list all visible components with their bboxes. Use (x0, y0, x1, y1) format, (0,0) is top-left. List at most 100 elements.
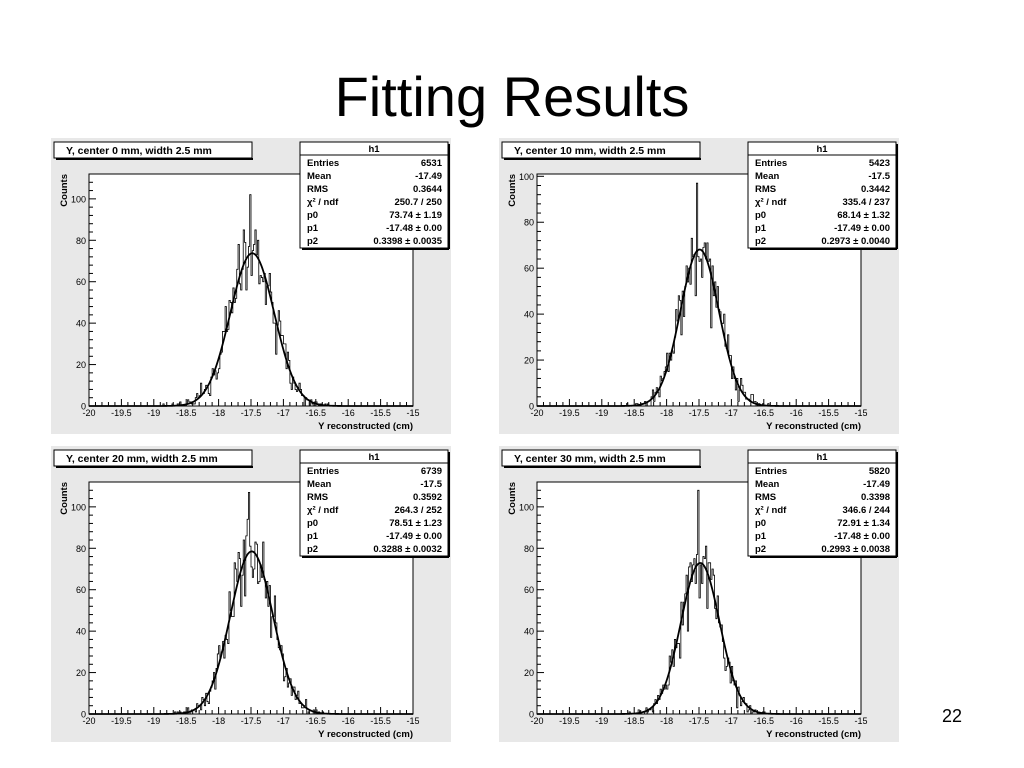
stats-label: χ² / ndf (755, 505, 787, 516)
x-tick-label: -18 (212, 408, 225, 418)
x-tick-label: -16.5 (306, 408, 327, 418)
stats-label: p2 (755, 544, 766, 555)
x-tick-label: -18 (660, 716, 673, 726)
stats-value: 264.3 / 252 (394, 505, 442, 516)
stats-value: -17.48 ± 0.00 (386, 223, 442, 234)
y-tick-label: 60 (524, 585, 534, 595)
stats-label: p0 (755, 210, 766, 221)
y-axis-label: Counts (59, 174, 70, 207)
stats-label: RMS (307, 184, 328, 195)
histogram-title: Y, center 20 mm, width 2.5 mm (66, 453, 218, 465)
gaussian-fit-curve (89, 252, 413, 407)
stats-value: 346.6 / 244 (842, 505, 890, 516)
stats-label: Entries (307, 466, 339, 477)
stats-value: -17.48 ± 0.00 (834, 531, 890, 542)
stats-title: h1 (816, 452, 828, 463)
x-tick-label: -16.5 (306, 716, 327, 726)
stats-value: 0.3288 ± 0.0032 (373, 544, 442, 555)
y-tick-label: 0 (529, 402, 534, 412)
x-tick-label: -19.5 (111, 408, 132, 418)
stats-value: 5423 (869, 158, 890, 169)
x-tick-label: -15 (854, 716, 867, 726)
x-tick-label: -17.5 (689, 408, 710, 418)
stats-label: p0 (307, 210, 318, 221)
stats-value: 73.74 ± 1.19 (389, 210, 442, 221)
stats-label: Entries (307, 158, 339, 169)
x-tick-label: -16.5 (754, 408, 775, 418)
x-tick-label: -17.5 (241, 716, 262, 726)
x-tick-label: -17 (725, 716, 738, 726)
x-tick-label: -18.5 (176, 716, 197, 726)
gaussian-fit-curve (537, 248, 861, 407)
x-tick-label: -15.5 (370, 408, 391, 418)
y-tick-label: 0 (81, 710, 86, 720)
x-tick-label: -18 (660, 408, 673, 418)
x-tick-label: -17 (725, 408, 738, 418)
stats-value: 6739 (421, 466, 442, 477)
stats-value: 68.14 ± 1.32 (837, 210, 890, 221)
stats-value: 0.3442 (861, 184, 890, 195)
y-tick-label: 80 (524, 218, 534, 228)
y-tick-label: 40 (76, 627, 86, 637)
x-tick-label: -17.5 (689, 716, 710, 726)
x-tick-label: -15.5 (370, 716, 391, 726)
y-tick-label: 60 (524, 264, 534, 274)
x-tick-label: -19 (147, 408, 160, 418)
stats-title: h1 (368, 452, 380, 463)
y-tick-label: 20 (76, 360, 86, 370)
y-tick-label: 20 (524, 356, 534, 366)
y-tick-label: 100 (519, 172, 534, 182)
stats-value: -17.5 (868, 171, 890, 182)
stats-value: -17.5 (420, 479, 442, 490)
histogram-svg: -20 -19.5 -19 -18.5 -18 -17.5 -17 -16.5 -16 -15.5… (51, 446, 451, 742)
stats-title: h1 (368, 144, 380, 155)
y-tick-label: 60 (76, 277, 86, 287)
stats-value: 78.51 ± 1.23 (389, 518, 442, 529)
x-tick-label: -18.5 (624, 408, 645, 418)
x-tick-label: -19.5 (559, 408, 580, 418)
x-tick-label: -16 (790, 716, 803, 726)
x-tick-label: -20 (82, 408, 95, 418)
histogram-title: Y, center 30 mm, width 2.5 mm (514, 453, 666, 465)
stats-label: p1 (307, 223, 319, 234)
y-tick-label: 40 (76, 319, 86, 329)
stats-value: 6531 (421, 158, 443, 169)
stats-label: χ² / ndf (307, 505, 339, 516)
y-tick-label: 80 (524, 544, 534, 554)
stats-label: χ² / ndf (307, 197, 339, 208)
stats-box (299, 141, 449, 249)
stats-value: 335.4 / 237 (842, 197, 890, 208)
stats-title: h1 (816, 144, 828, 155)
stats-value: 250.7 / 250 (394, 197, 442, 208)
stats-box (747, 449, 897, 557)
y-tick-label: 40 (524, 627, 534, 637)
stats-label: RMS (755, 492, 776, 503)
y-tick-label: 80 (76, 544, 86, 554)
stats-value: 0.3398 ± 0.0035 (373, 236, 442, 247)
x-axis-label: Y reconstructed (cm) (766, 729, 861, 740)
stats-label: p0 (307, 518, 318, 529)
stats-label: Mean (307, 171, 331, 182)
stats-label: p2 (307, 544, 318, 555)
x-tick-label: -19 (595, 716, 608, 726)
y-tick-label: 0 (529, 710, 534, 720)
stats-label: p2 (755, 236, 766, 247)
x-tick-label: -20 (82, 716, 95, 726)
y-axis-label: Counts (507, 482, 518, 515)
x-axis-label: Y reconstructed (cm) (318, 421, 413, 432)
y-tick-label: 100 (71, 502, 86, 512)
stats-label: Mean (755, 171, 779, 182)
y-tick-label: 100 (519, 502, 534, 512)
y-tick-label: 100 (71, 194, 86, 204)
stats-value: 5820 (869, 466, 890, 477)
histogram-svg: -20 -19.5 -19 -18.5 -18 -17.5 -17 -16.5 -16 -15.5… (499, 446, 899, 742)
x-axis-label: Y reconstructed (cm) (318, 729, 413, 740)
x-tick-label: -17.5 (241, 408, 262, 418)
x-tick-label: -15 (406, 408, 419, 418)
x-tick-label: -17 (277, 408, 290, 418)
y-tick-label: 60 (76, 585, 86, 595)
x-tick-label: -16 (342, 716, 355, 726)
histogram-title: Y, center 10 mm, width 2.5 mm (514, 145, 666, 157)
x-tick-label: -20 (530, 408, 543, 418)
x-tick-label: -17 (277, 716, 290, 726)
